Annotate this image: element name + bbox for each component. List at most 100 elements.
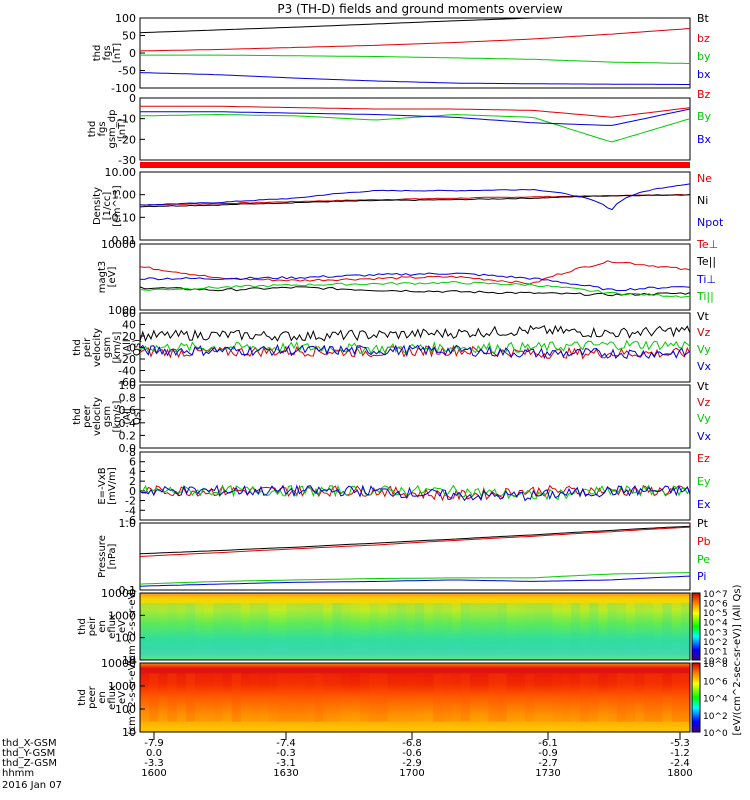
spectrogram-column — [497, 673, 507, 722]
spectrogram-column — [259, 603, 269, 650]
footer-value: -6.8 — [402, 738, 422, 749]
ytick-label: -10 — [118, 113, 136, 126]
spectrogram-column — [625, 673, 635, 722]
spectrogram-column — [424, 673, 434, 722]
spectrogram-column — [231, 603, 241, 650]
spectrogram-column — [525, 673, 535, 722]
footer-value: -1.2 — [670, 748, 690, 759]
spectrogram-column — [662, 673, 672, 722]
ytick-label: 0.10 — [112, 211, 137, 224]
series-Bx — [140, 108, 691, 126]
spectrogram-column — [671, 673, 681, 722]
ytick-label: 10.00 — [105, 166, 137, 179]
spectrogram-column — [149, 603, 159, 650]
spectrogram-column — [451, 603, 461, 650]
spectrogram-column — [479, 673, 489, 722]
ytick-label: 20 — [122, 330, 136, 343]
legend-by: by — [697, 50, 711, 63]
ytick-label: 0 — [129, 485, 136, 498]
footer-axis-labels: thd_X-GSM -7.9 -7.4 -6.8 -6.1 -5.3 thd_Y-GSM 0.… — [2, 732, 693, 791]
spectrogram-column — [360, 603, 370, 650]
spectrogram-column — [589, 673, 599, 722]
colorbar-label: [eV/(cm^2-sec-sr-eV)] (All Qs) — [732, 584, 743, 735]
footer-row-label: thd_Y-GSM — [2, 748, 55, 759]
panel-ylabel: thdpeirenefluxeV(cm^2-s-sr-eV) — [77, 589, 138, 665]
spectrogram-column — [396, 603, 406, 650]
legend-Vy: Vy — [697, 343, 711, 356]
spectrogram-column — [644, 603, 654, 650]
panel-frame — [139, 97, 691, 161]
footer-row-label: thd_X-GSM — [2, 738, 57, 749]
spectrogram-column — [314, 603, 324, 650]
spectrogram-column — [387, 673, 397, 722]
spectrogram-column — [460, 673, 470, 722]
legend-Ez: Ez — [697, 452, 710, 465]
footer-value: -3.3 — [144, 758, 164, 769]
spectrogram-electron — [140, 663, 690, 732]
panel-ylabel: thdpeirvelocitygsm[km/s](AllQs) — [72, 328, 143, 367]
panel-ylabel: Density[1/cc][cm^-3] — [92, 185, 123, 226]
colorbar-tick-label: 10^2 — [703, 712, 728, 722]
spectrogram-column — [470, 603, 480, 650]
colorbar-tick-label: 10^7 — [703, 590, 728, 600]
spectrogram-column — [598, 603, 608, 650]
footer-value: -3.1 — [276, 758, 296, 769]
colorbar-tick-label: 10^1 — [703, 647, 728, 657]
ytick-label: 0.0 — [119, 442, 137, 455]
panel-frame — [139, 592, 691, 661]
footer-value: -2.4 — [670, 758, 690, 769]
spectrogram-column — [405, 673, 415, 722]
ytick-label: 8 — [129, 446, 136, 459]
panel-frame — [139, 662, 691, 733]
ytick-label: 0.6 — [119, 404, 137, 417]
colorbars-group: 10^710^610^510^410^310^210^110^010^810^6… — [691, 584, 743, 739]
legend-Pb: Pb — [697, 535, 711, 548]
series-Te⊥ — [139, 260, 691, 285]
series-Pt — [139, 525, 691, 555]
spectrogram-column — [598, 673, 608, 722]
footer-value: -0.9 — [538, 748, 558, 759]
spectrogram-column — [286, 673, 296, 722]
legend-bz: bz — [697, 32, 710, 45]
series-Pe — [139, 572, 691, 585]
legend-Vx: Vx — [697, 430, 712, 443]
spectrogram-column — [616, 603, 626, 650]
spectrogram-column — [488, 673, 498, 722]
series-by — [140, 54, 691, 64]
legend-Vt: Vt — [697, 380, 710, 393]
panel-ylabel: thdpeervelocitygsm[km/s](AllQs) — [72, 397, 143, 436]
spectrogram-column — [158, 673, 168, 722]
spectrogram-column — [140, 603, 150, 650]
panel-frame — [139, 17, 691, 89]
panel-4: 10000 1000 magt3[eV] Te⊥ Te|| Ti⊥ Ti|| — [97, 238, 718, 317]
spectrogram-column — [653, 673, 663, 722]
spectrogram-column — [680, 603, 690, 650]
ytick-label: -4 — [125, 504, 136, 517]
colorbar-2 — [691, 662, 701, 733]
spectrogram-column — [616, 673, 626, 722]
colorbar-tick-label: 10^3 — [703, 628, 728, 638]
spectrogram-column — [433, 673, 443, 722]
spectrogram-column — [277, 673, 287, 722]
panel-ylabel: thdfgsgsm_dp[nT] — [87, 110, 128, 149]
series-Ey — [139, 484, 691, 501]
spectrogram-column — [332, 603, 342, 650]
ytick-label: 100 — [115, 12, 136, 25]
date-label: 2016 Jan 07 — [2, 780, 62, 791]
spectrogram-column — [222, 673, 232, 722]
footer-value: -2.7 — [538, 758, 558, 769]
spectrogram-column — [341, 603, 351, 650]
spectrogram-column — [671, 603, 681, 650]
spectrogram-column — [534, 673, 544, 722]
spectrogram-column — [506, 603, 516, 650]
series-Pb — [139, 526, 691, 557]
spectrogram-column — [277, 603, 287, 650]
footer-value: 1630 — [273, 768, 298, 779]
series-Ti⊥ — [139, 272, 691, 292]
series-Npot — [139, 183, 691, 211]
spectrogram-column — [222, 603, 232, 650]
spectrogram-column — [350, 603, 360, 650]
footer-row-label: hhmm — [2, 768, 34, 779]
legend-Bt: Bt — [697, 12, 710, 25]
